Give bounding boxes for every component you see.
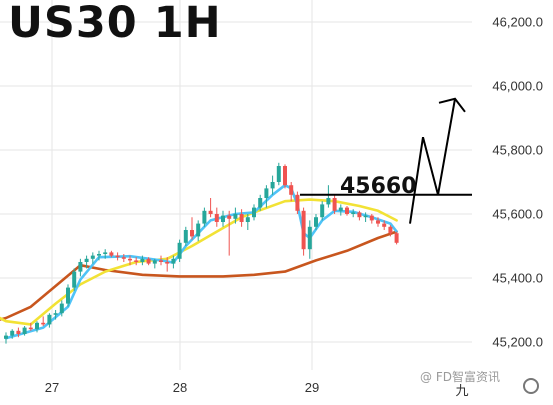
- candle-body: [4, 335, 8, 339]
- candle-body: [66, 287, 70, 304]
- candle-body: [239, 214, 244, 222]
- candle-body: [41, 322, 46, 325]
- candle-body: [115, 255, 120, 258]
- candle-body: [289, 185, 294, 195]
- candle-body: [245, 217, 250, 222]
- moving-average-mid: [0, 198, 398, 326]
- y-tick-label: 45,800.0: [492, 142, 543, 158]
- candle-body: [171, 258, 176, 264]
- candle-body: [146, 258, 151, 264]
- candle-body: [252, 207, 256, 218]
- y-tick-label: 45,200.0: [492, 334, 543, 350]
- candle-body: [134, 260, 139, 262]
- candle-body: [22, 327, 27, 334]
- candle-body: [258, 198, 263, 208]
- candle-body: [10, 330, 15, 336]
- arrow-head: [438, 97, 466, 113]
- x-tick-label: 九: [455, 383, 469, 398]
- projected-path-arrow: [409, 98, 456, 224]
- candle-body: [214, 214, 219, 222]
- candle-body: [388, 226, 393, 234]
- moving-averages: [0, 183, 398, 340]
- candle-body: [78, 262, 83, 272]
- candle-body: [233, 214, 238, 219]
- candle-body: [221, 215, 225, 222]
- candle-body: [208, 210, 213, 214]
- settings-icon[interactable]: [523, 378, 539, 394]
- candle-body: [59, 303, 64, 314]
- candle-body: [264, 188, 269, 198]
- candle-body: [326, 198, 331, 205]
- candle-body: [351, 212, 356, 214]
- x-tick-label: 29: [304, 380, 320, 395]
- candle-body: [369, 215, 374, 221]
- candle-body: [382, 223, 387, 227]
- candle-body: [72, 271, 77, 288]
- candle-body: [103, 252, 108, 254]
- candle-body: [338, 207, 343, 211]
- candle-body: [35, 322, 39, 330]
- candle-body: [202, 210, 207, 224]
- candle-body: [283, 166, 287, 186]
- candle-body: [301, 210, 306, 250]
- candle-body: [152, 260, 157, 264]
- candle-body: [177, 242, 182, 259]
- candle-body: [270, 182, 275, 189]
- candle-body: [140, 258, 145, 262]
- candle-body: [53, 313, 58, 315]
- x-tick-label: 28: [172, 380, 188, 395]
- candle-body: [190, 230, 194, 237]
- candle-body: [47, 314, 52, 325]
- y-tick-label: 46,200.0: [492, 14, 543, 30]
- moving-average-slow: [0, 230, 398, 321]
- grid: [0, 0, 472, 370]
- watermark: @ FD智富资讯: [420, 370, 500, 384]
- x-tick-label: 27: [44, 380, 60, 395]
- candle-body: [28, 327, 33, 330]
- candle-body: [90, 255, 95, 259]
- y-tick-label: 45,400.0: [492, 270, 543, 286]
- candle-body: [159, 260, 163, 262]
- candle-body: [227, 215, 232, 219]
- candle-body: [320, 204, 325, 218]
- chart-title: US30 1H: [8, 0, 222, 48]
- candles: [4, 162, 399, 344]
- candle-body: [196, 223, 201, 237]
- candle-body: [376, 220, 380, 224]
- y-tick-label: 46,000.0: [492, 78, 543, 94]
- candle-body: [394, 233, 399, 243]
- candle-body: [332, 198, 337, 211]
- candle-body: [183, 230, 188, 243]
- candle-body: [121, 257, 126, 259]
- candle-body: [97, 254, 101, 256]
- candle-body: [357, 212, 362, 218]
- candle-body: [345, 207, 349, 214]
- candle-body: [363, 215, 368, 218]
- candle-body: [84, 258, 89, 262]
- candle-body: [165, 262, 170, 264]
- candle-body: [307, 226, 312, 250]
- candle-body: [276, 166, 281, 182]
- y-tick-label: 45,600.0: [492, 206, 543, 222]
- candle-body: [295, 194, 300, 211]
- annotations: [300, 97, 472, 224]
- candle-body: [109, 252, 114, 256]
- candle-body: [128, 258, 132, 261]
- candle-body: [314, 217, 318, 227]
- candle-body: [16, 330, 21, 334]
- moving-average-fast: [4, 183, 398, 340]
- resistance-level-label: 45660: [340, 174, 417, 199]
